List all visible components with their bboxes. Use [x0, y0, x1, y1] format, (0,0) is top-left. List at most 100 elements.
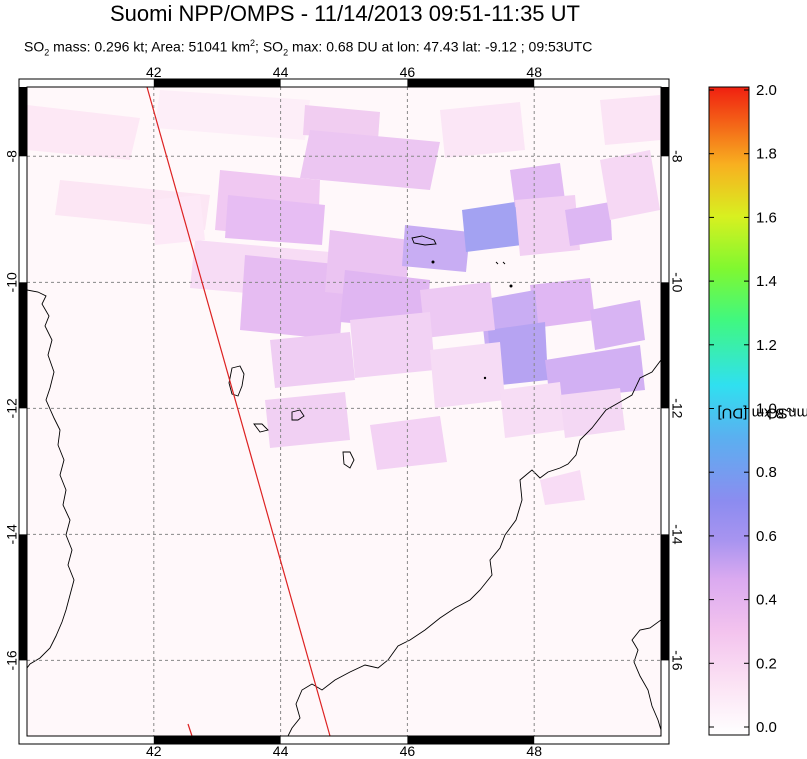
- moheli-island: [253, 423, 269, 433]
- so2-pixel: [430, 342, 505, 408]
- so2-pixel: [265, 392, 350, 448]
- frame-segment-bottom: [153, 736, 281, 744]
- madagascar-south-coastline: [631, 619, 661, 731]
- colorbar-tick-label: 1.6: [756, 209, 777, 226]
- lat-label-right: -8: [669, 150, 685, 163]
- so2-pixel: [155, 90, 310, 140]
- page-title: Suomi NPP/OMPS - 11/14/2013 09:51-11:35 …: [110, 1, 580, 26]
- so2-pixel: [545, 345, 645, 400]
- map-border: [26, 86, 662, 737]
- lon-label-bottom: 42: [146, 743, 162, 759]
- lat-label-left: -12: [4, 398, 20, 418]
- farquhar-islet: [495, 261, 506, 265]
- colorbar-tick-label: 1.2: [756, 337, 777, 354]
- frame-segment-left: [19, 282, 27, 409]
- so2-pixel: [150, 195, 205, 245]
- so2-pixel: [225, 195, 325, 245]
- so2-pixel: [540, 470, 585, 505]
- frame-segment-left: [19, 87, 27, 157]
- so2-pixel: [300, 130, 440, 190]
- frame-segment-left: [19, 534, 27, 661]
- lon-labels-bottom: 42 44 46 48: [146, 743, 542, 759]
- so2-pixel: [27, 105, 140, 160]
- frame-segment-right: [661, 534, 669, 661]
- colorbar-ticks: 2.0 1.8 1.6 1.4 1.2 1.0 0.8 0.6 0.4 0.2 0.0: [709, 82, 777, 736]
- africa-coastline: [27, 289, 75, 669]
- islet-dot: [483, 376, 487, 380]
- subtitle-max-sub: 2: [283, 47, 289, 58]
- frame-segment-top: [153, 79, 281, 87]
- frame-segment-bottom: [407, 736, 535, 744]
- lon-label-top: 48: [526, 64, 542, 80]
- so2-pixel: [560, 388, 625, 438]
- so2-pixel: [440, 102, 525, 158]
- madagascar-coastline: [287, 359, 661, 736]
- colorbar-tick-label: 0.8: [756, 464, 777, 481]
- so2-pixel: [488, 322, 548, 386]
- frame-segment-top: [407, 79, 535, 87]
- lon-label-bottom: 46: [400, 743, 416, 759]
- lat-label-right: -16: [669, 650, 685, 670]
- subtitle-mass-text: mass: 0.296 kt; Area: 51041 km: [49, 38, 251, 55]
- frame-segment-right: [661, 87, 669, 157]
- subtitle: SO2 mass: 0.296 kt; Area: 51041 km2; SO2…: [24, 34, 592, 61]
- orbit-track: [146, 86, 331, 737]
- colorbar-tick-label: 1.0: [756, 401, 777, 418]
- colorbar-tick-label: 1.4: [756, 273, 777, 290]
- so2-pixel: [370, 416, 447, 470]
- lat-label-left: -8: [4, 150, 20, 163]
- so2-pixel: [565, 202, 612, 246]
- aldabra-island: [411, 235, 437, 246]
- so2-pixel: [402, 225, 470, 272]
- so2-pixel: [240, 255, 345, 340]
- so2-pixel: [500, 382, 565, 438]
- lon-label-bottom: 44: [273, 743, 289, 759]
- frame-segment-right: [661, 282, 669, 409]
- so2-pixel: [270, 332, 355, 388]
- lat-label-right: -10: [669, 272, 685, 292]
- subtitle-mass-prefix: SO: [24, 38, 45, 55]
- so2-pixel: [600, 150, 660, 220]
- so2-pixel: [530, 278, 595, 328]
- so2-pixel: [420, 282, 495, 338]
- frame-outline: [18, 78, 670, 745]
- so2-pixel: [590, 300, 645, 350]
- grande-comore-island: [228, 365, 245, 397]
- lat-label-left: -16: [4, 650, 20, 670]
- so2-pixel: [515, 195, 580, 256]
- lon-labels-top: 42 44 46 48: [146, 64, 542, 80]
- lat-label-right: -12: [669, 398, 685, 418]
- colorbar-tick-label: 0.6: [756, 528, 777, 545]
- lat-labels-right: -8 -10 -12 -14 -16: [669, 150, 685, 671]
- map-grid: [27, 87, 661, 736]
- lon-label-top: 42: [146, 64, 162, 80]
- map-frame: [18, 78, 670, 745]
- colorbar-label-suffix: column 8 km [DU]: [717, 404, 807, 422]
- coastlines: [27, 235, 661, 736]
- colorbar-tick-label: 1.8: [756, 146, 777, 163]
- colorbar-tick-label: 2.0: [756, 82, 777, 99]
- so2-pixels: [27, 90, 661, 505]
- colorbar: [708, 86, 750, 736]
- colorbar-tick-label: 0.4: [756, 592, 777, 609]
- lat-labels-left: -8 -10 -12 -14 -16: [4, 150, 20, 671]
- so2-pixel: [510, 163, 565, 207]
- lat-label-left: -14: [4, 524, 20, 544]
- lat-label-left: -10: [4, 272, 20, 292]
- islet-dot: [431, 260, 435, 264]
- subtitle-mass-sub: 2: [44, 47, 50, 58]
- islet-dot: [509, 284, 513, 288]
- orbit-track-lower: [187, 723, 193, 737]
- subtitle-max-prefix: ; SO: [255, 38, 284, 55]
- subtitle-max-text: max: 0.68 DU at lon: 47.43 lat: -9.12 ; …: [288, 38, 593, 55]
- so2-pixel: [462, 202, 522, 252]
- lon-label-top: 46: [400, 64, 416, 80]
- colorbar-tick-label: 0.0: [756, 719, 777, 736]
- so2-pixel: [350, 312, 435, 378]
- lon-label-bottom: 48: [526, 743, 542, 759]
- mayotte-island: [342, 451, 355, 469]
- lon-label-top: 44: [273, 64, 289, 80]
- subtitle-area-sup: 2: [250, 38, 256, 48]
- lat-label-right: -14: [669, 524, 685, 544]
